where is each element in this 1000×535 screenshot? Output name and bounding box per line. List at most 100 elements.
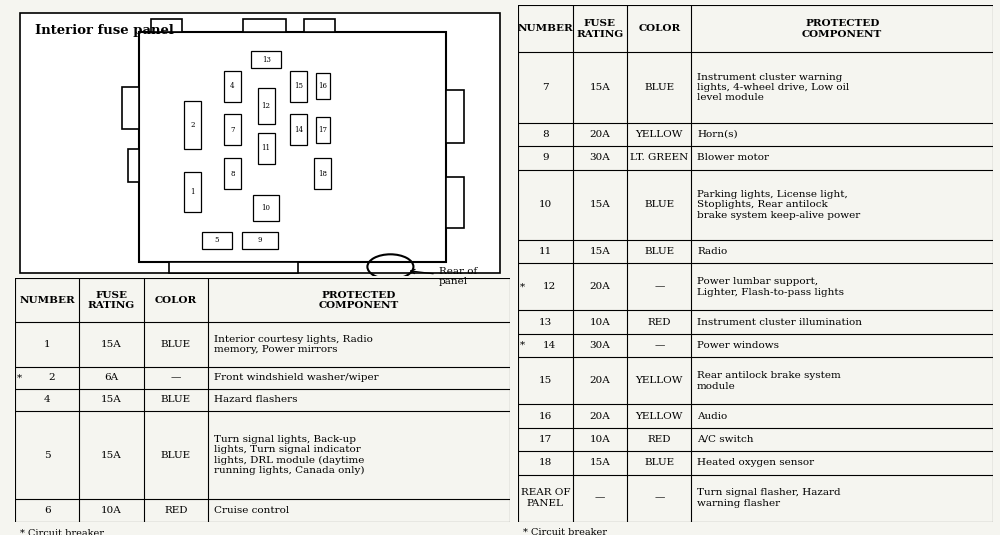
- Bar: [290, 114, 307, 146]
- Text: 10: 10: [539, 200, 552, 209]
- Text: 5: 5: [215, 236, 219, 244]
- Text: 13: 13: [262, 56, 271, 64]
- Text: 14: 14: [542, 341, 556, 350]
- Text: —: —: [654, 282, 664, 292]
- Text: Turn signal lights, Back-up
lights, Turn signal indicator
lights, DRL module (da: Turn signal lights, Back-up lights, Turn…: [214, 435, 364, 476]
- Text: 15A: 15A: [590, 83, 610, 92]
- Text: 15A: 15A: [590, 247, 610, 256]
- Text: 8: 8: [542, 130, 549, 139]
- Text: NUMBER: NUMBER: [19, 296, 75, 305]
- Text: Interior courtesy lights, Radio
memory, Power mirrors: Interior courtesy lights, Radio memory, …: [214, 335, 373, 354]
- Bar: [251, 51, 281, 68]
- Text: 20A: 20A: [590, 130, 610, 139]
- Text: Cruise control: Cruise control: [214, 506, 289, 515]
- Text: Rear of
panel: Rear of panel: [411, 267, 477, 286]
- Text: 10A: 10A: [590, 318, 610, 327]
- Bar: [122, 87, 139, 129]
- Text: 12: 12: [542, 282, 556, 292]
- Bar: [258, 88, 275, 124]
- Bar: [184, 172, 201, 211]
- Bar: [316, 117, 330, 143]
- Bar: [202, 232, 232, 249]
- Text: LT. GREEN: LT. GREEN: [630, 154, 688, 163]
- Text: 4: 4: [44, 395, 50, 404]
- Text: 15A: 15A: [590, 200, 610, 209]
- Text: —: —: [654, 494, 664, 503]
- Text: *: *: [520, 341, 525, 350]
- Text: * Circuit breaker: * Circuit breaker: [523, 528, 607, 535]
- Text: RED: RED: [648, 318, 671, 327]
- Bar: [290, 71, 307, 102]
- Text: 2: 2: [190, 121, 195, 129]
- Text: 6: 6: [44, 506, 50, 515]
- Text: YELLOW: YELLOW: [636, 130, 683, 139]
- Text: 20A: 20A: [590, 282, 610, 292]
- Bar: [151, 19, 182, 32]
- Text: FUSE
RATING: FUSE RATING: [88, 291, 135, 310]
- Text: 6A: 6A: [104, 373, 119, 383]
- Bar: [242, 232, 278, 249]
- Bar: [169, 262, 298, 272]
- Text: Hazard flashers: Hazard flashers: [214, 395, 297, 404]
- Text: 15: 15: [294, 82, 303, 90]
- Bar: [446, 89, 464, 142]
- Text: NUMBER: NUMBER: [517, 24, 573, 33]
- Text: COLOR: COLOR: [638, 24, 680, 33]
- Bar: [314, 158, 331, 189]
- Text: * Circuit breaker: * Circuit breaker: [20, 529, 104, 535]
- Text: BLUE: BLUE: [161, 340, 191, 349]
- Text: 15A: 15A: [590, 458, 610, 468]
- Text: *: *: [17, 373, 22, 383]
- Bar: [446, 177, 464, 228]
- Text: 11: 11: [262, 144, 271, 152]
- Text: RED: RED: [164, 506, 188, 515]
- Text: Instrument cluster warning
lights, 4-wheel drive, Low oil
level module: Instrument cluster warning lights, 4-whe…: [697, 73, 849, 102]
- Bar: [304, 19, 335, 32]
- Text: PROTECTED
COMPONENT: PROTECTED COMPONENT: [802, 19, 882, 39]
- Text: 15: 15: [539, 376, 552, 385]
- Text: BLUE: BLUE: [161, 450, 191, 460]
- Text: 4: 4: [230, 82, 235, 90]
- Text: —: —: [595, 494, 605, 503]
- Bar: [184, 101, 201, 149]
- Text: 20A: 20A: [590, 411, 610, 421]
- Text: 30A: 30A: [590, 154, 610, 163]
- Text: Power windows: Power windows: [697, 341, 779, 350]
- Text: PROTECTED
COMPONENT: PROTECTED COMPONENT: [319, 291, 399, 310]
- Text: BLUE: BLUE: [644, 200, 674, 209]
- Text: 20A: 20A: [590, 376, 610, 385]
- Text: Front windshield washer/wiper: Front windshield washer/wiper: [214, 373, 379, 383]
- Text: YELLOW: YELLOW: [636, 376, 683, 385]
- Text: REAR OF
PANEL: REAR OF PANEL: [521, 488, 570, 508]
- Text: 18: 18: [539, 458, 552, 468]
- Text: 1: 1: [44, 340, 50, 349]
- Text: 10A: 10A: [101, 506, 122, 515]
- Text: 10: 10: [262, 204, 271, 212]
- Bar: [128, 149, 139, 182]
- Text: 18: 18: [318, 170, 327, 178]
- Text: BLUE: BLUE: [644, 83, 674, 92]
- Text: BLUE: BLUE: [644, 247, 674, 256]
- Text: Heated oxygen sensor: Heated oxygen sensor: [697, 458, 814, 468]
- Text: 7: 7: [230, 126, 235, 134]
- Text: 17: 17: [318, 126, 327, 134]
- Text: *: *: [520, 282, 525, 292]
- Text: —: —: [654, 341, 664, 350]
- Text: Turn signal flasher, Hazard
warning flasher: Turn signal flasher, Hazard warning flas…: [697, 488, 841, 508]
- Text: 10A: 10A: [590, 435, 610, 444]
- Text: Interior fuse panel: Interior fuse panel: [35, 24, 174, 37]
- Text: Horn(s): Horn(s): [697, 130, 738, 139]
- Text: 15A: 15A: [101, 450, 122, 460]
- Text: 16: 16: [539, 411, 552, 421]
- Text: YELLOW: YELLOW: [636, 411, 683, 421]
- Bar: [243, 19, 286, 32]
- Text: 15A: 15A: [101, 395, 122, 404]
- Text: 9: 9: [258, 236, 262, 244]
- Text: 11: 11: [539, 247, 552, 256]
- Text: Instrument cluster illumination: Instrument cluster illumination: [697, 318, 862, 327]
- Text: —: —: [171, 373, 181, 383]
- Bar: [253, 195, 279, 221]
- Text: 9: 9: [542, 154, 549, 163]
- Text: 16: 16: [318, 82, 327, 90]
- Text: 12: 12: [262, 102, 271, 110]
